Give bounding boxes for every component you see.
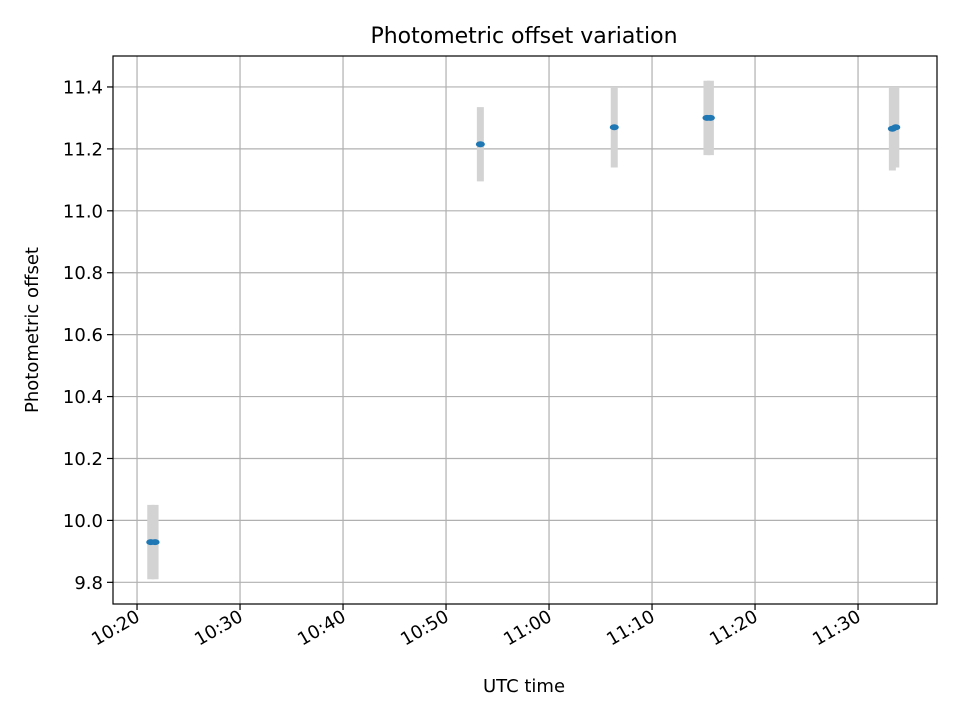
data-points: [146, 114, 901, 546]
x-axis-title: UTC time: [483, 676, 565, 697]
data-point: [150, 539, 160, 546]
data-point: [705, 114, 715, 121]
plot-frame: [112, 55, 938, 605]
y-tick-label: 10.4: [63, 387, 103, 408]
y-tick-label: 11.0: [63, 201, 103, 222]
y-tick-label: 9.8: [74, 573, 103, 594]
data-point: [475, 141, 485, 148]
y-tick-label: 10.8: [63, 263, 103, 284]
y-tick-label: 10.0: [63, 511, 103, 532]
y-tick-label: 10.6: [63, 325, 103, 346]
data-point: [609, 124, 619, 131]
y-tick-label: 11.2: [63, 139, 103, 160]
chart-title: Photometric offset variation: [370, 24, 677, 49]
y-axis-title: Photometric offset: [22, 247, 43, 413]
y-tick-label: 11.4: [63, 77, 103, 98]
y-axis-ticks: 9.8 10.0 10.2 10.4 10.6 10.8 11.0 11.2 11.4: [63, 77, 113, 594]
y-tick-label: 10.2: [63, 449, 103, 470]
grid: [113, 56, 937, 604]
data-point: [891, 124, 901, 131]
